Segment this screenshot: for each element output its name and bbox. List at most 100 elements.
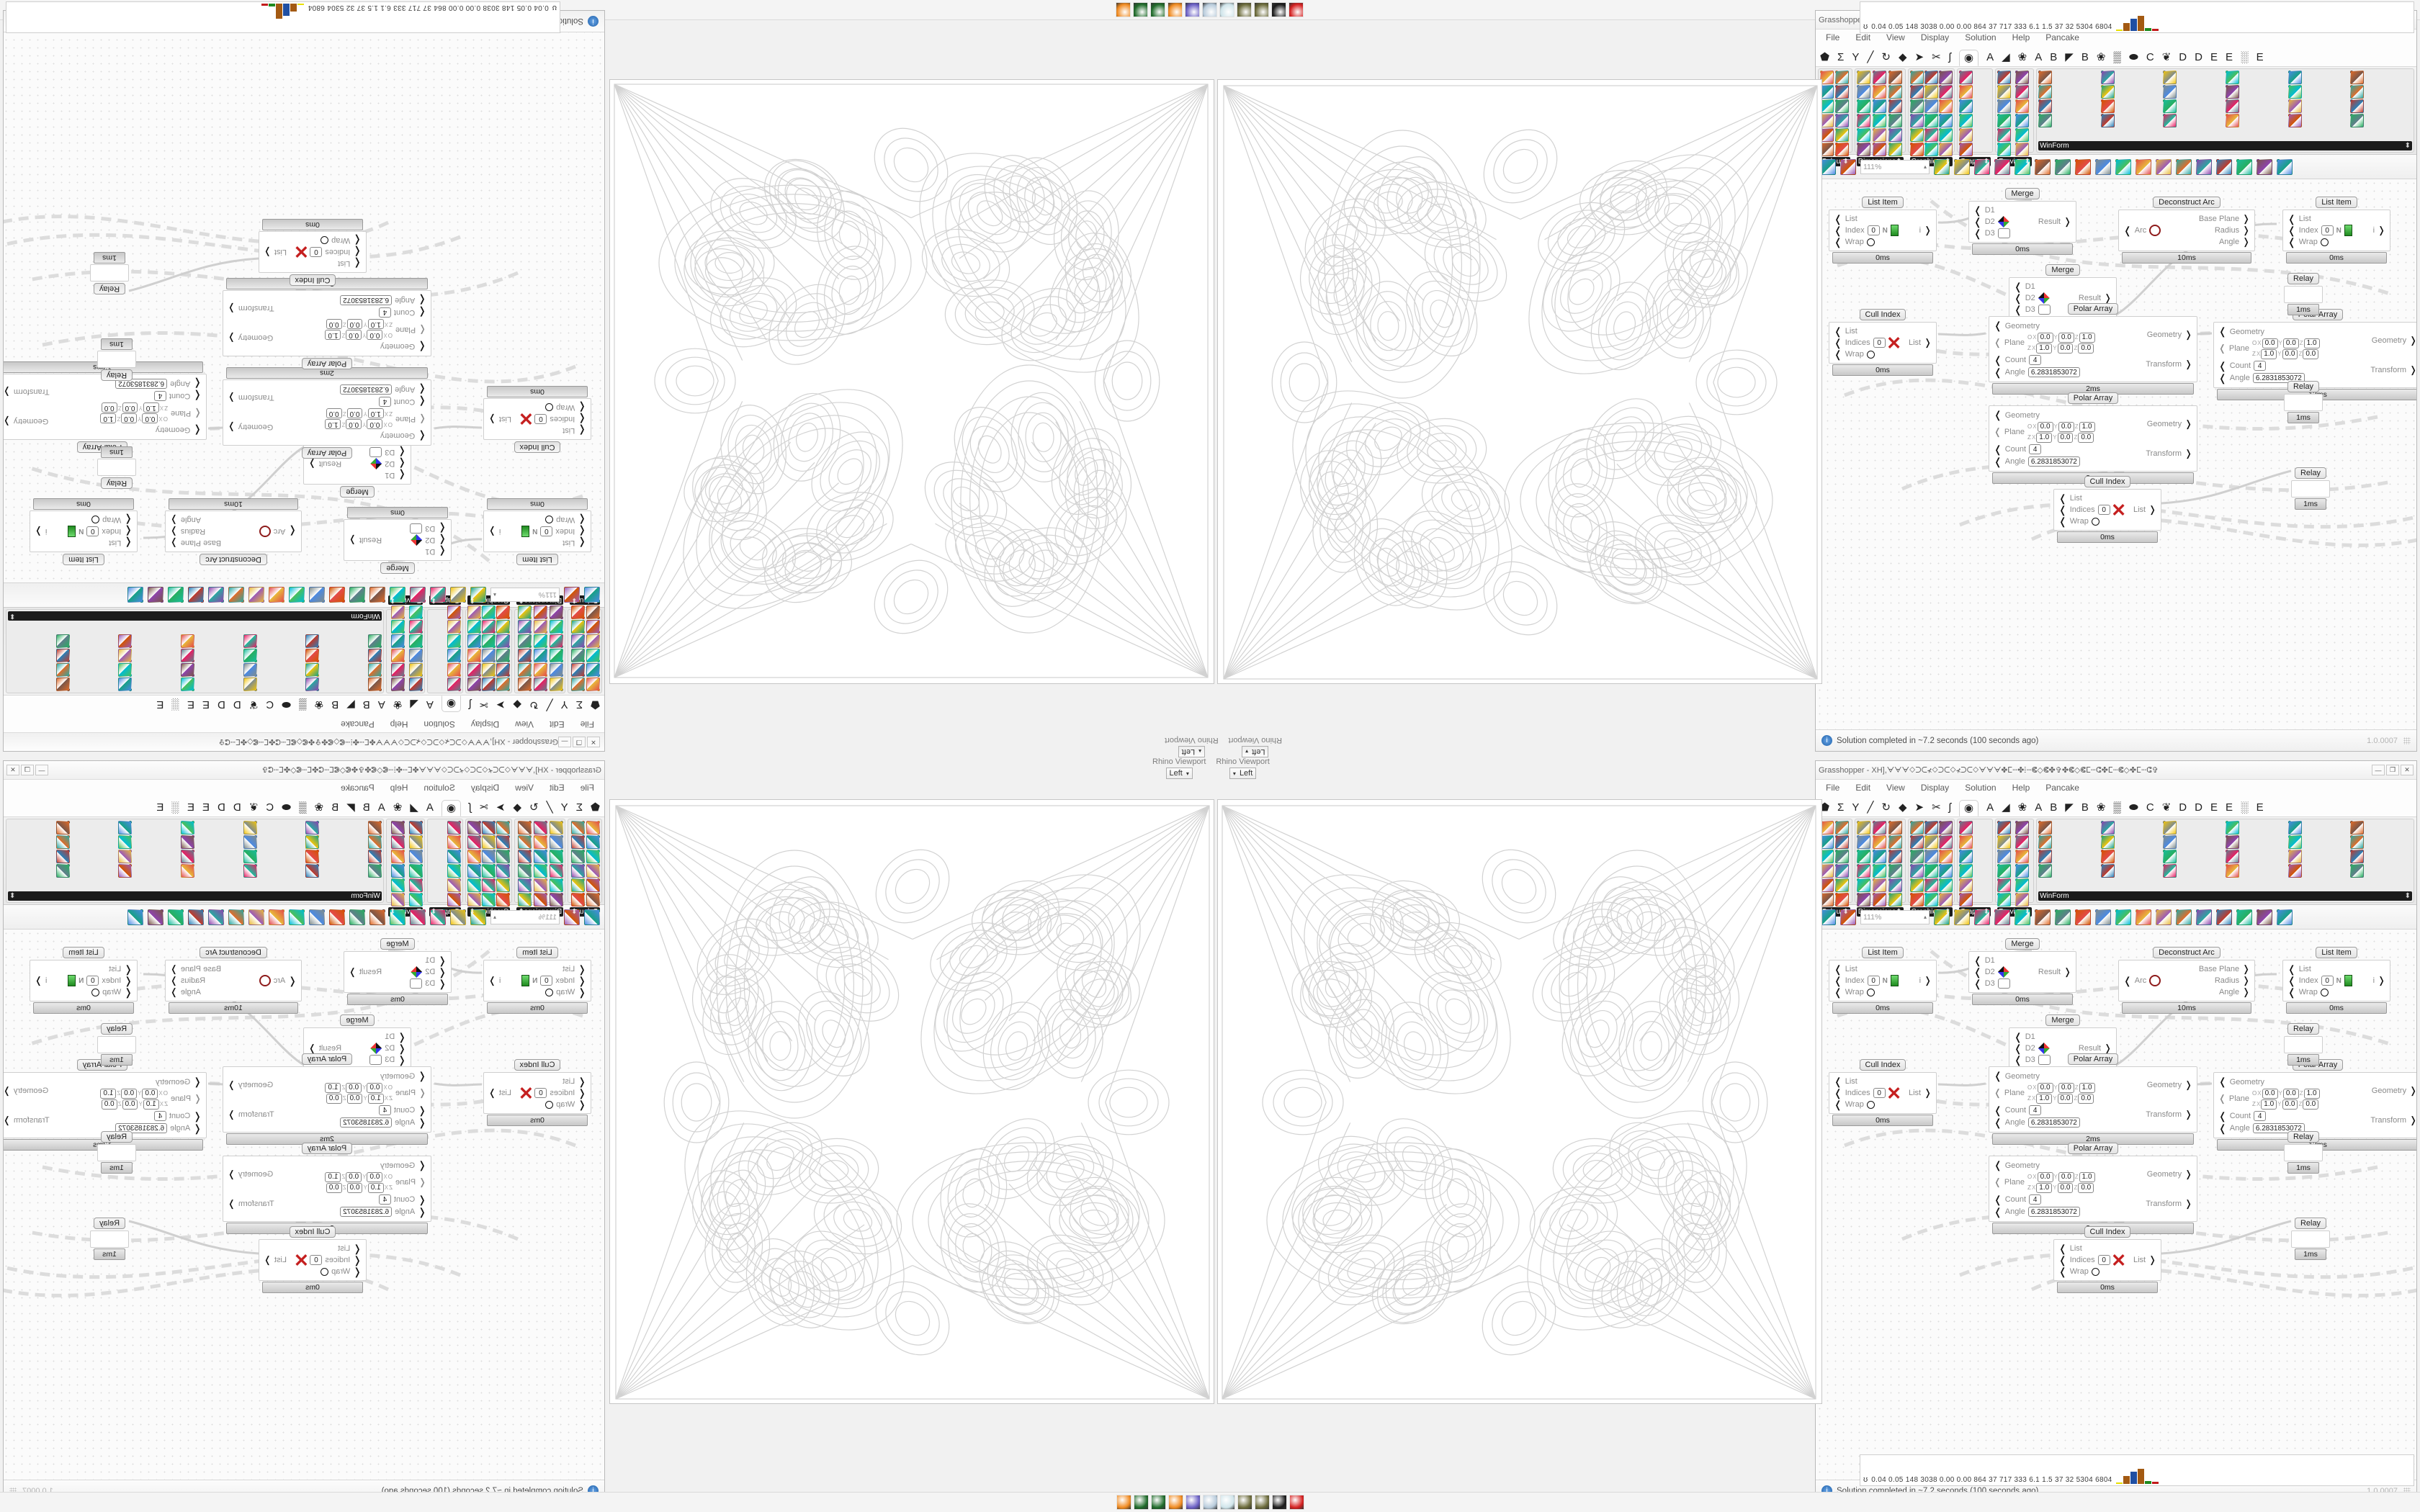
component-name-capsule[interactable]: Relay	[2287, 1131, 2320, 1143]
component-icon-winform-6[interactable]	[2100, 850, 2115, 863]
gh-component-relay[interactable]: Relay 1ms	[2284, 379, 2323, 423]
component-icon-dimensions-8[interactable]	[534, 649, 548, 662]
menu-view[interactable]: View	[1886, 32, 1905, 42]
plane-component-field[interactable]: 0.0	[2037, 1171, 2053, 1182]
port-row[interactable]: ❬ Indices 0	[295, 246, 362, 258]
component-name-capsule[interactable]: List Item	[63, 554, 104, 565]
port-connector-icon[interactable]: ❬	[1994, 337, 2002, 348]
port-connector-icon[interactable]: ❭	[2242, 225, 2250, 235]
component-icon-winform-14[interactable]	[2226, 850, 2240, 863]
port-row[interactable]: Base Plane ❭	[2199, 963, 2250, 975]
component-icon-preview-5[interactable]	[1997, 143, 2012, 156]
gh-component-deconstruct-arc[interactable]: Deconstruct Arc ❬ Arc Base Plane ❭ Radius ❭ Ang…	[2118, 195, 2255, 264]
component-icon-graphics-8[interactable]	[1924, 850, 1938, 863]
ribbon-tab-24[interactable]: E	[2210, 51, 2218, 63]
port-connector-icon[interactable]: ❬	[353, 1254, 362, 1266]
chevron-down-icon[interactable]: ⬍	[2024, 908, 2031, 916]
port-connector-icon[interactable]: ❭	[35, 975, 42, 986]
component-icon-winform-6[interactable]	[2100, 99, 2115, 113]
flame-icon[interactable]	[1974, 158, 1990, 175]
port-row[interactable]: ❬ Index 0 N	[1834, 975, 1899, 986]
component-icon-graphics-17[interactable]	[467, 893, 482, 906]
ribbon-tab-23[interactable]: D	[218, 698, 225, 711]
component-icon-dimensions-7[interactable]	[534, 663, 548, 677]
component-icon-graph-4[interactable]	[447, 620, 462, 634]
ribbon-panel-preview[interactable]: Preview ⬍	[1995, 68, 2035, 166]
angle-field[interactable]: 6.2831853072	[340, 384, 393, 395]
port-connector-icon[interactable]: ❬	[353, 1265, 362, 1277]
component-icon-preview-2[interactable]	[1997, 850, 2012, 863]
component-icon-dimensions-10[interactable]	[1872, 878, 1886, 892]
component-body[interactable]: ❬ Geometry ❬ Plane O X 0.0 Y 0.0 Z 1.0 Z X 1.0 Y 0.0 Z 0.…	[1989, 405, 2197, 472]
component-icon-winform-6[interactable]	[305, 649, 320, 662]
save-icon[interactable]	[1840, 158, 1856, 175]
component-icon-dimensions-6[interactable]	[1872, 821, 1886, 834]
component-body[interactable]	[2284, 1036, 2323, 1053]
port-connector-icon[interactable]: ❭	[4, 1084, 11, 1096]
ribbon-tab-18[interactable]: ▒	[298, 801, 307, 814]
ribbon-tab-3[interactable]: ╱	[546, 801, 553, 814]
component-body[interactable]: ❬ List ❬ Index 0 N ❬ Wrap i ❭	[483, 960, 591, 1002]
component-name-capsule[interactable]: Merge	[380, 562, 415, 574]
component-icon-colour-5[interactable]	[586, 606, 600, 619]
port-connector-icon[interactable]: ❬	[398, 1030, 406, 1043]
preview-icon[interactable]	[450, 587, 466, 603]
ribbon-tab-8[interactable]: ʃ	[1948, 801, 1951, 814]
port-connector-icon[interactable]: ❬	[124, 974, 133, 986]
port-connector-icon[interactable]: ❬	[578, 986, 586, 998]
port-connector-icon[interactable]: ❬	[2287, 212, 2296, 225]
gh-component-deconstruct-arc[interactable]: Deconstruct Arc ❬ Arc Base Plane ❭ Radius ❭ Ang…	[2118, 945, 2255, 1014]
ribbon-tab-22[interactable]: D	[2179, 801, 2187, 814]
component-icon-winform-18[interactable]	[2287, 99, 2302, 113]
component-icon-winform-0[interactable]	[2038, 71, 2053, 84]
port-row[interactable]: ❬ Indices 0	[2058, 504, 2125, 516]
component-name-capsule[interactable]: Relay	[100, 477, 133, 489]
bag-icon[interactable]	[2095, 158, 2111, 175]
port-connector-icon[interactable]: ❭	[228, 1197, 236, 1209]
port-row[interactable]: ❬ Angle 6.2831853072	[1994, 1117, 2080, 1128]
port-connector-icon[interactable]: ❭	[2184, 447, 2192, 459]
component-icon-preview-9[interactable]	[391, 634, 405, 648]
plane-component-field[interactable]: 1.0	[2036, 1093, 2053, 1104]
index-field[interactable]: 0	[2321, 976, 2334, 986]
ribbon-tab-17[interactable]: ❀	[2096, 801, 2106, 814]
plane-component-field[interactable]: 0.0	[2037, 1082, 2053, 1093]
bat-icon[interactable]	[1271, 1495, 1287, 1510]
indices-field[interactable]: 0	[310, 247, 323, 257]
component-icon-preview-4[interactable]	[408, 620, 423, 634]
firefox-icon[interactable]	[1168, 2, 1183, 17]
component-icon-colour-8[interactable]	[570, 850, 585, 863]
index-field[interactable]: 0	[86, 526, 99, 536]
new-file-icon[interactable]	[584, 909, 600, 925]
ribbon-panels[interactable]: Colour⬍Dimensions⬍Graphics⬍Grap…⬍Preview…	[4, 595, 604, 695]
component-icon-winform-17[interactable]	[118, 663, 133, 677]
port-row[interactable]: Result ❭	[2079, 292, 2112, 304]
component-name-capsule[interactable]: Relay	[2287, 381, 2320, 392]
profiler-bar[interactable]: 1ms	[101, 1162, 133, 1174]
component-body[interactable]	[97, 351, 136, 368]
component-icon-preview-4[interactable]	[1997, 128, 2012, 142]
component-icon-graphics-17[interactable]	[1938, 143, 1953, 156]
ribbon-tab-16[interactable]: B	[2081, 801, 2089, 814]
component-icon-graph-2[interactable]	[447, 850, 462, 863]
relay-dot[interactable]	[121, 1148, 131, 1158]
view-dropdown[interactable]: Left ▾	[1242, 746, 1269, 757]
port-connector-icon[interactable]: ❬	[438, 954, 447, 966]
port-connector-icon[interactable]: ❬	[1834, 336, 1842, 348]
gh-component-relay[interactable]: Relay 1ms	[97, 446, 136, 490]
port-connector-icon[interactable]: ❭	[2184, 418, 2192, 429]
count-field[interactable]: 4	[2254, 361, 2267, 372]
port-connector-icon[interactable]: ❬	[418, 294, 426, 307]
component-icon-winform-10[interactable]	[243, 649, 257, 662]
port-connector-icon[interactable]: ❭	[170, 515, 178, 526]
port-connector-icon[interactable]: ❬	[2014, 292, 2022, 304]
chevron-down-icon[interactable]: ▾	[1245, 748, 1249, 755]
ribbon-tab-15[interactable]: ◤	[2065, 801, 2074, 814]
rhino-viewport-bottom-left[interactable]	[609, 799, 1214, 1404]
profiler-bar[interactable]: 1ms	[94, 1248, 125, 1260]
component-icon-preview-1[interactable]	[1997, 85, 2012, 99]
port-connector-icon[interactable]: ❭	[2409, 1084, 2416, 1096]
port-row[interactable]: i ❭	[35, 975, 47, 986]
